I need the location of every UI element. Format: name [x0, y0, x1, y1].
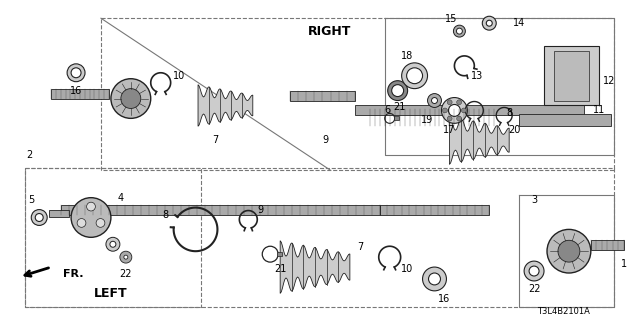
Polygon shape: [449, 116, 509, 164]
Bar: [51, 89, 109, 99]
Circle shape: [447, 100, 452, 105]
Bar: [49, 210, 69, 218]
Bar: [380, 204, 489, 214]
Text: 6: 6: [385, 105, 391, 116]
Text: 3: 3: [531, 195, 537, 205]
Circle shape: [486, 20, 492, 26]
Text: 9: 9: [322, 135, 328, 145]
Circle shape: [558, 240, 580, 262]
Text: 19: 19: [421, 115, 434, 125]
Circle shape: [388, 81, 408, 100]
Text: 15: 15: [445, 14, 458, 24]
Text: RIGHT: RIGHT: [308, 25, 351, 38]
Circle shape: [67, 64, 85, 82]
Circle shape: [524, 261, 544, 281]
Text: 2: 2: [26, 150, 33, 160]
Text: 8: 8: [163, 210, 169, 220]
Circle shape: [442, 98, 467, 123]
Circle shape: [461, 108, 467, 113]
Bar: [519, 114, 611, 126]
Text: 7: 7: [356, 242, 363, 252]
Circle shape: [449, 105, 460, 116]
Bar: [61, 204, 380, 214]
Text: 21: 21: [274, 264, 286, 274]
Polygon shape: [280, 241, 350, 293]
Text: 7: 7: [212, 135, 219, 145]
Circle shape: [429, 273, 440, 285]
Text: 9: 9: [257, 204, 263, 215]
Circle shape: [406, 68, 422, 84]
Circle shape: [447, 116, 452, 121]
Circle shape: [110, 241, 116, 247]
Circle shape: [71, 198, 111, 237]
Circle shape: [124, 255, 128, 259]
Text: 5: 5: [28, 195, 35, 205]
Circle shape: [31, 210, 47, 225]
Text: 10: 10: [401, 264, 413, 274]
Circle shape: [456, 28, 462, 34]
Text: 1: 1: [621, 259, 627, 269]
Text: 16: 16: [70, 86, 82, 96]
Circle shape: [547, 229, 591, 273]
Text: 11: 11: [593, 105, 605, 116]
Circle shape: [111, 79, 151, 118]
Text: 8: 8: [506, 108, 512, 118]
Text: 13: 13: [471, 71, 483, 81]
Text: FR.: FR.: [63, 269, 84, 279]
Text: 18: 18: [401, 51, 413, 61]
Polygon shape: [198, 85, 253, 126]
Bar: [277, 252, 282, 256]
Circle shape: [442, 108, 447, 113]
Circle shape: [35, 213, 44, 221]
Text: LEFT: LEFT: [94, 287, 128, 300]
Bar: [290, 91, 355, 100]
Circle shape: [457, 100, 461, 105]
Text: 22: 22: [528, 284, 540, 294]
Circle shape: [431, 98, 438, 103]
Bar: [591, 240, 623, 250]
Bar: [554, 51, 589, 100]
Bar: [355, 106, 584, 116]
Text: 12: 12: [602, 76, 615, 86]
Text: T3L4B2101A: T3L4B2101A: [538, 307, 590, 316]
Circle shape: [457, 116, 461, 121]
Text: 16: 16: [438, 294, 451, 304]
Text: 14: 14: [513, 18, 525, 28]
Circle shape: [422, 267, 447, 291]
Circle shape: [392, 85, 404, 97]
Circle shape: [483, 16, 496, 30]
Circle shape: [96, 219, 105, 227]
Circle shape: [121, 89, 141, 108]
Circle shape: [120, 251, 132, 263]
Circle shape: [453, 25, 465, 37]
Circle shape: [71, 68, 81, 78]
Text: 21: 21: [394, 102, 406, 112]
Circle shape: [402, 63, 428, 89]
Circle shape: [77, 219, 86, 227]
Text: 10: 10: [173, 71, 185, 81]
Circle shape: [86, 202, 95, 211]
Text: 20: 20: [508, 125, 520, 135]
Circle shape: [106, 237, 120, 251]
Text: 22: 22: [120, 269, 132, 279]
Circle shape: [428, 93, 442, 108]
Text: 4: 4: [118, 193, 124, 203]
Text: 17: 17: [444, 125, 456, 135]
Bar: [394, 116, 399, 120]
Circle shape: [529, 266, 539, 276]
Bar: [544, 46, 599, 106]
